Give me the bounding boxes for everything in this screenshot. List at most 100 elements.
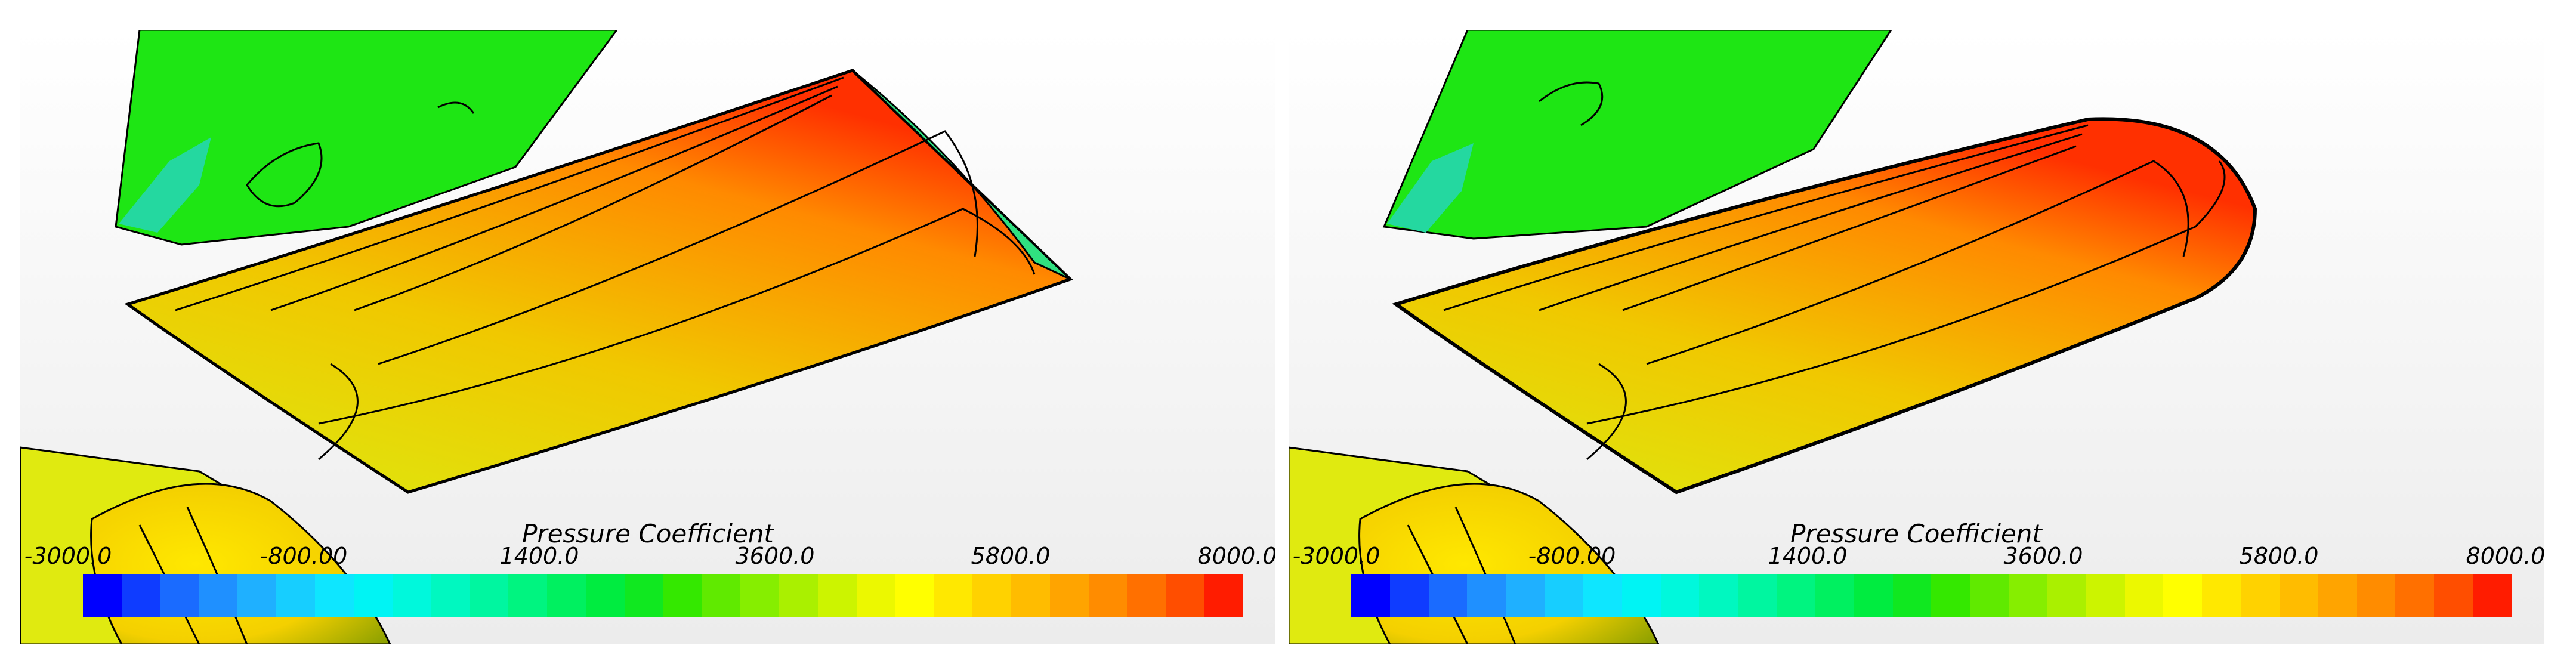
left-panel: Pressure Coefficient -3000.0 -800.00 140… [20,30,1275,644]
right-simulation-scene [1289,30,2544,644]
colorbar-cell [1506,574,1545,617]
contour-line [354,94,832,311]
colorbar [1351,574,2512,617]
colorbar-cell [585,574,625,617]
contour-line [318,208,1036,425]
colorbar-cell [856,574,895,617]
colorbar-tick: 8000.0 [1197,543,1275,569]
colorbar-cell [2395,574,2435,617]
contour-line [378,130,978,365]
colorbar-cell [546,574,586,617]
colorbar-cell [1892,574,1932,617]
colorbar-cell [1621,574,1661,617]
contour-line [318,363,359,461]
colorbar-cell [1699,574,1738,617]
colorbar-cell [1545,574,1583,617]
colorbar-cell [1204,574,1243,617]
colorbar-cell [1049,574,1089,617]
colorbar-cell [121,574,160,617]
colorbar-cell [508,574,547,617]
colorbar-cell [2473,574,2512,617]
colorbar-cell [972,574,1011,617]
colorbar-cell [1389,574,1429,617]
colorbar-cell [817,574,857,617]
colorbar-cell [2434,574,2473,617]
colorbar [83,574,1243,617]
colorbar-tick: 1400.0 [499,543,579,569]
colorbar-cell [1127,574,1166,617]
colorbar-cell [2163,574,2203,617]
colorbar-cell [934,574,973,617]
colorbar-title: Pressure Coefficient [522,519,774,548]
left-simulation-scene [20,30,1275,644]
colorbar-cell [2086,574,2125,617]
colorbar-cell [1011,574,1050,617]
colorbar-cell [431,574,470,617]
colorbar-title: Pressure Coefficient [1790,519,2042,548]
colorbar-cell [779,574,818,617]
contour-line [1622,145,2077,311]
colorbar-tick: -3000.0 [1292,543,1380,569]
colorbar-cell [276,574,315,617]
colorbar-cell [199,574,238,617]
colorbar-cell [1931,574,1970,617]
colorbar-ticks: -3000.0 -800.00 1400.0 3600.0 5800.0 800… [20,543,1275,569]
colorbar-tick: -3000.0 [24,543,112,569]
colorbar-cell [1583,574,1622,617]
colorbar-tick: 5800.0 [971,543,1051,569]
colorbar-cell [1777,574,1815,617]
colorbar-ticks: -3000.0 -800.00 1400.0 3600.0 5800.0 800… [1289,543,2544,569]
colorbar-cell [2356,574,2396,617]
colorbar-cell [160,574,199,617]
colorbar-cell [1351,574,1390,617]
colorbar-cell [237,574,277,617]
contour-line [1586,363,1627,461]
green-blade [1382,30,1892,240]
colorbar-tick: 1400.0 [1768,543,1848,569]
colorbar-tick: 3600.0 [735,543,815,569]
colorbar-cell [1970,574,2009,617]
colorbar-tick: -800.00 [260,543,348,569]
colorbar-cell [2124,574,2164,617]
colorbar-cell [1738,574,1777,617]
contour-line [1539,133,2083,311]
contour-line [1646,160,2189,365]
green-blade [115,30,618,246]
colorbar-cell [83,574,122,617]
right-panel: Pressure Coefficient -3000.0 -800.00 140… [1289,30,2544,644]
contour-line [1586,160,2226,425]
colorbar-cell [2202,574,2241,617]
colorbar-cell [2318,574,2357,617]
wing-tip-region [851,69,1071,280]
colorbar-cell [624,574,663,617]
colorbar-cell [392,574,431,617]
contour-line [246,142,323,208]
colorbar-tick: 5800.0 [2239,543,2319,569]
colorbar-cell [895,574,934,617]
colorbar-cell [1166,574,1205,617]
colorbar-cell [314,574,354,617]
colorbar-cell [1088,574,1128,617]
contour-line [270,85,838,311]
blade-edge-region [119,137,211,233]
colorbar-cell [1854,574,1893,617]
colorbar-cell [2009,574,2047,617]
colorbar-cell [740,574,779,617]
colorbar-cell [2241,574,2280,617]
colorbar-cell [1660,574,1700,617]
main-wing-surface [124,69,1073,494]
contour-line [175,76,844,311]
colorbar-tick: 8000.0 [2466,543,2544,569]
colorbar-cell [353,574,393,617]
colorbar-cell [663,574,702,617]
colorbar-cell [1815,574,1854,617]
blade-edge-region [1387,143,1474,233]
colorbar-cell [1467,574,1506,617]
colorbar-tick: -800.00 [1528,543,1616,569]
colorbar-tick: 3600.0 [2003,543,2083,569]
colorbar-cell [1428,574,1468,617]
contour-line [1539,81,1604,126]
colorbar-cell [702,574,741,617]
colorbar-cell [2279,574,2318,617]
contour-line [1443,124,2089,311]
